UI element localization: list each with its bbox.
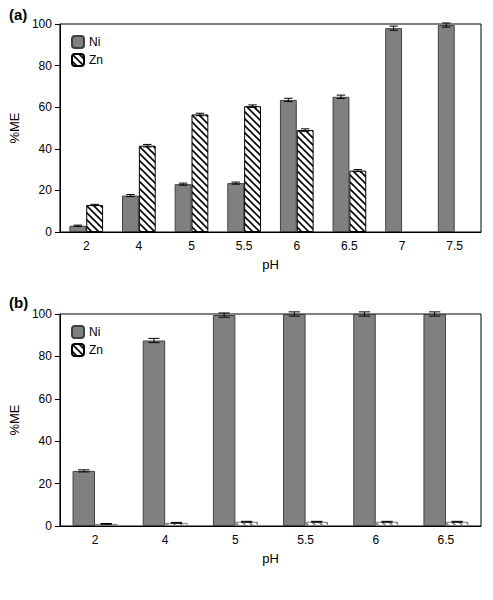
svg-text:7.5: 7.5 [446, 239, 463, 253]
svg-text:80: 80 [39, 349, 53, 363]
svg-text:7: 7 [399, 239, 406, 253]
svg-text:5: 5 [188, 239, 195, 253]
svg-text:6: 6 [293, 239, 300, 253]
svg-text:100: 100 [32, 17, 52, 31]
svg-text:4: 4 [162, 533, 169, 547]
svg-text:6.5: 6.5 [438, 533, 455, 547]
svg-text:60: 60 [39, 392, 53, 406]
svg-text:Ni: Ni [89, 35, 100, 49]
svg-text:80: 80 [39, 59, 53, 73]
svg-text:20: 20 [39, 477, 53, 491]
svg-text:2: 2 [83, 239, 90, 253]
svg-text:Zn: Zn [89, 53, 103, 67]
svg-text:100: 100 [32, 307, 52, 321]
svg-text:pH: pH [262, 257, 279, 272]
svg-text:2: 2 [92, 533, 99, 547]
svg-text:(a): (a) [9, 6, 27, 23]
svg-text:6: 6 [372, 533, 379, 547]
svg-text:Zn: Zn [89, 343, 103, 357]
svg-text:0: 0 [45, 225, 52, 239]
svg-text:5.5: 5.5 [297, 533, 314, 547]
svg-text:(b): (b) [9, 294, 28, 311]
svg-text:5.5: 5.5 [236, 239, 253, 253]
svg-text:Ni: Ni [89, 325, 100, 339]
svg-text:pH: pH [262, 551, 279, 566]
svg-text:%ME: %ME [7, 404, 22, 435]
svg-text:0: 0 [45, 519, 52, 533]
svg-text:40: 40 [39, 434, 53, 448]
svg-text:5: 5 [232, 533, 239, 547]
svg-text:20: 20 [39, 183, 53, 197]
svg-text:40: 40 [39, 142, 53, 156]
svg-text:%ME: %ME [7, 112, 22, 143]
svg-text:6.5: 6.5 [341, 239, 358, 253]
svg-text:4: 4 [136, 239, 143, 253]
svg-text:60: 60 [39, 100, 53, 114]
